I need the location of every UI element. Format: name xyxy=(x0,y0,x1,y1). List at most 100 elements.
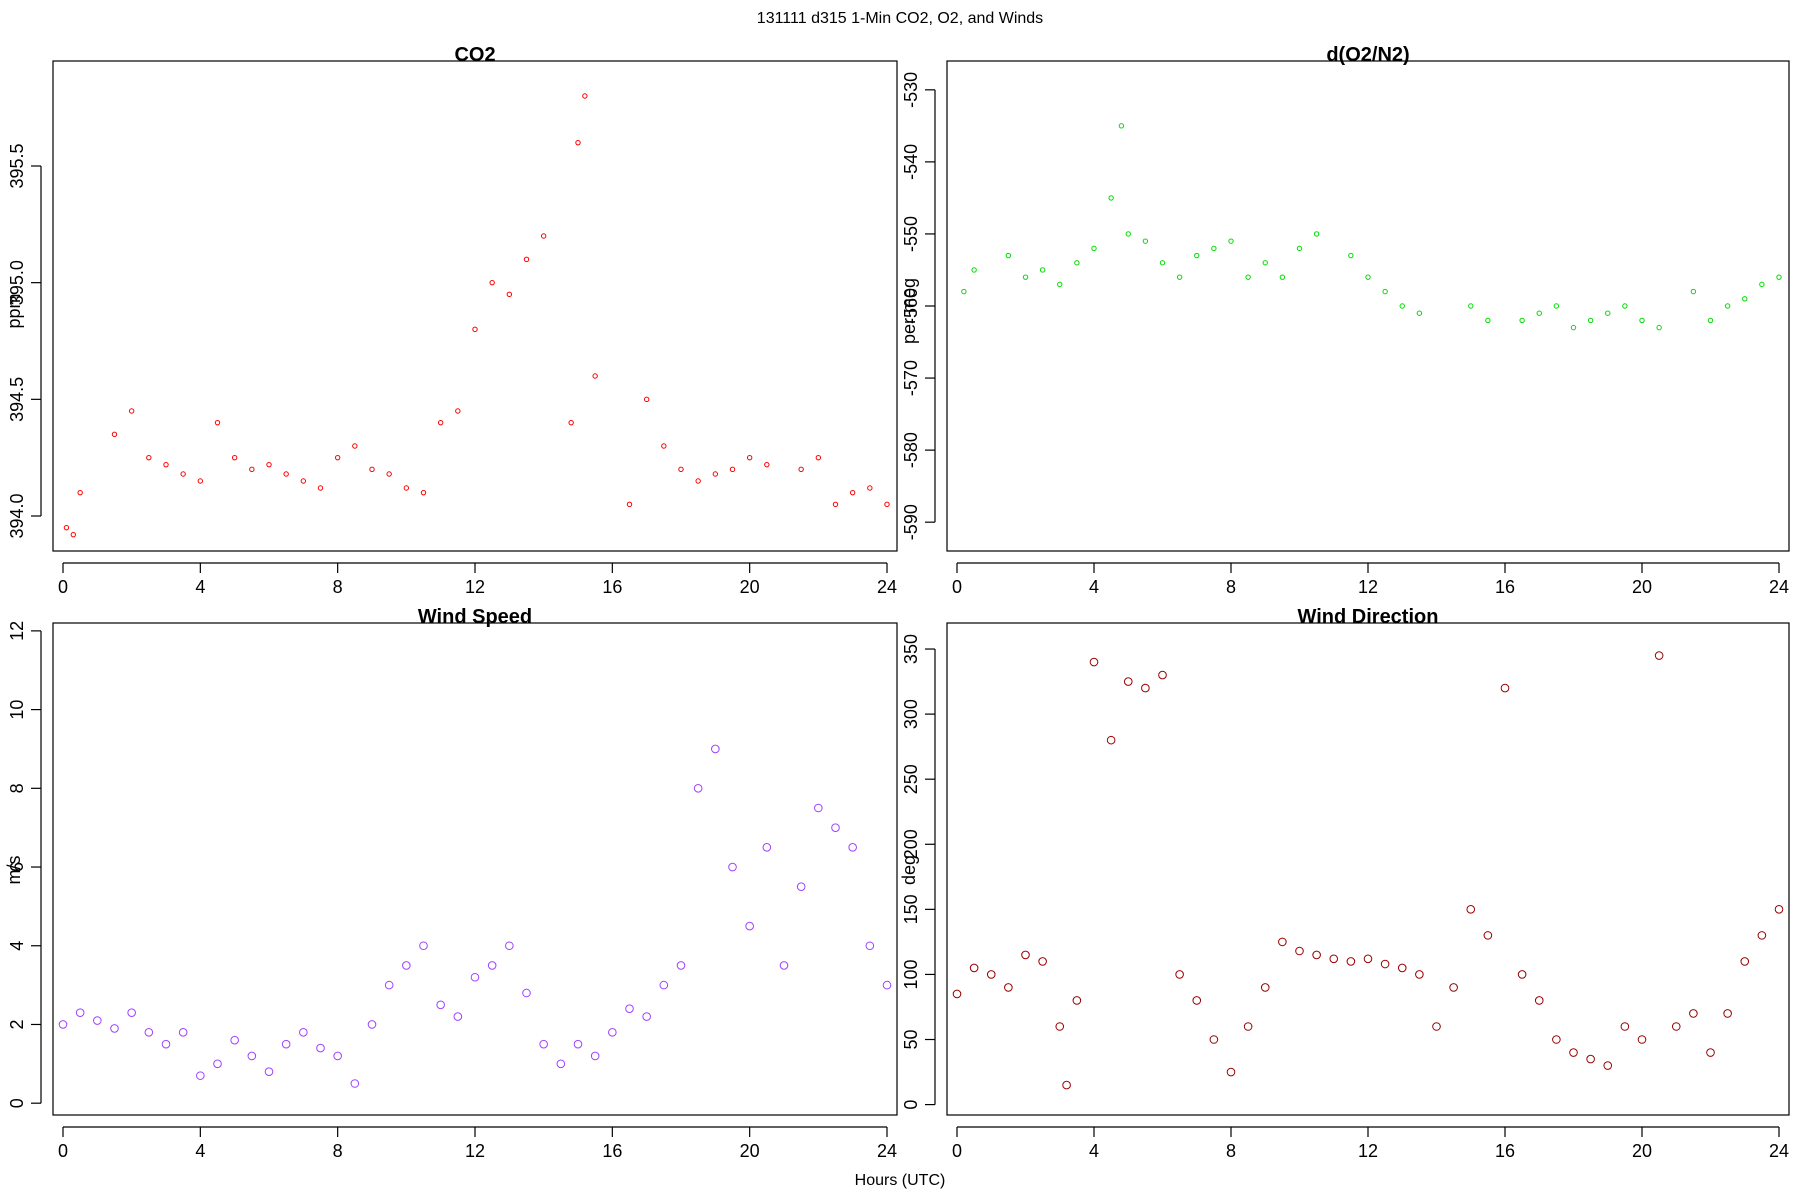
o2-data-point xyxy=(1211,245,1217,252)
co2-data-point xyxy=(849,489,856,496)
ws-data-point xyxy=(693,784,703,793)
co2-x-tick-label: 20 xyxy=(740,577,760,597)
ws-data-point xyxy=(299,1028,308,1037)
co2-y-tick-label: 394.5 xyxy=(7,377,27,422)
ws-data-point xyxy=(608,1028,617,1037)
ws-x-tick-label: 12 xyxy=(465,1141,485,1161)
ws-data-point xyxy=(316,1043,325,1053)
co2-data-point xyxy=(523,256,530,263)
ws-data-point xyxy=(58,1020,68,1029)
wd-data-point xyxy=(1123,677,1133,686)
wd-data-point xyxy=(986,970,996,979)
wd-data-point xyxy=(1415,970,1424,979)
ws-data-point xyxy=(728,862,737,872)
wd-data-point xyxy=(1089,657,1099,667)
o2-ylabel: per meg xyxy=(899,278,919,344)
o2-data-point xyxy=(1587,317,1594,324)
o2-data-point xyxy=(1348,252,1354,259)
o2-data-point xyxy=(1118,123,1125,129)
ws-data-point xyxy=(556,1059,566,1069)
co2-data-point xyxy=(712,471,719,477)
co2-x-tick-label: 12 xyxy=(465,577,485,597)
ws-data-point xyxy=(350,1079,360,1088)
wd-data-point xyxy=(1072,996,1082,1005)
o2-data-point xyxy=(1245,274,1251,280)
wd-data-point xyxy=(1106,735,1116,745)
co2-x-tick-label: 24 xyxy=(877,577,897,597)
ws-data-point xyxy=(762,843,772,852)
co2-data-point xyxy=(369,466,375,473)
wd-x-tick-label: 12 xyxy=(1358,1141,1378,1161)
co2-data-point xyxy=(437,419,444,426)
o2-x-tick-label: 0 xyxy=(952,577,962,597)
co2-data-point xyxy=(63,524,70,531)
o2-data-point xyxy=(971,267,977,273)
wd-data-point xyxy=(1175,970,1184,979)
o2-data-point xyxy=(1176,274,1183,280)
wd-data-point xyxy=(969,963,979,973)
wd-data-point xyxy=(1226,1067,1236,1077)
wd-data-point xyxy=(1038,957,1047,966)
ws-data-point xyxy=(745,921,754,931)
o2-y-tick-label: -570 xyxy=(901,360,921,396)
o2-data-point xyxy=(1759,281,1765,288)
co2-data-point xyxy=(472,326,478,333)
o2-data-point xyxy=(1194,252,1200,259)
co2-data-point xyxy=(420,489,427,496)
wd-data-point xyxy=(1740,957,1750,966)
co2-x-tick-label: 4 xyxy=(195,577,205,597)
wd-data-point xyxy=(1620,1022,1630,1031)
co2-data-point xyxy=(266,461,272,468)
co2-data-point xyxy=(832,501,839,508)
o2-plot-frame xyxy=(946,60,1790,552)
co2-data-point xyxy=(764,461,770,468)
wd-data-point xyxy=(1689,1009,1698,1018)
wd-data-point xyxy=(1260,983,1270,992)
wd-data-point xyxy=(1363,954,1373,964)
o2-data-point xyxy=(1622,303,1628,309)
wd-data-point xyxy=(1466,905,1476,914)
wd-data-point xyxy=(1517,970,1527,979)
co2-panel: CO2 ppm 0 4 8 12 16 20 24 394.0 394.5 395.0 395.5 xyxy=(4,44,898,597)
wd-y-tick-label: 200 xyxy=(901,829,921,859)
co2-y-tick-label: 395.5 xyxy=(7,143,27,188)
wd-x-tick-label: 8 xyxy=(1226,1141,1236,1161)
co2-data-point xyxy=(626,501,633,508)
o2-data-point xyxy=(1279,274,1286,280)
wd-x-tick-label: 16 xyxy=(1495,1141,1515,1161)
o2-x-tick-label: 4 xyxy=(1089,577,1099,597)
co2-data-point xyxy=(77,489,83,496)
ws-x-tick-label: 20 xyxy=(740,1141,760,1161)
wind-speed-panel-title: Wind Speed xyxy=(418,606,532,628)
wd-y-tick-label: 300 xyxy=(901,699,921,729)
wd-y-tick-label: 350 xyxy=(901,634,921,664)
co2-y-tick-label: 394.0 xyxy=(7,493,27,538)
ws-data-point xyxy=(230,1035,239,1045)
co2-data-point xyxy=(352,443,358,449)
o2-data-point xyxy=(1519,317,1525,324)
o2-data-point xyxy=(1724,303,1731,309)
ws-y-tick-label: 4 xyxy=(7,941,27,951)
co2-data-point xyxy=(300,478,307,484)
ws-y-tick-label: 10 xyxy=(7,700,27,720)
wd-data-point xyxy=(1062,1080,1071,1090)
wd-data-point xyxy=(1534,996,1544,1005)
ws-x-tick-label: 4 xyxy=(195,1141,205,1161)
ws-data-point xyxy=(402,961,411,970)
o2-y-tick-label: -580 xyxy=(901,432,921,468)
o2-data-point xyxy=(1142,238,1149,244)
ws-y-tick-label: 12 xyxy=(7,621,27,641)
ws-data-point xyxy=(110,1024,119,1033)
ws-data-point xyxy=(831,823,840,832)
o2-data-point xyxy=(1382,288,1388,295)
wd-plot-frame xyxy=(946,622,1790,1116)
wd-data-point xyxy=(1774,905,1784,914)
ws-data-point xyxy=(779,961,789,970)
wd-data-point xyxy=(1654,651,1664,660)
ws-data-point xyxy=(590,1051,600,1061)
wd-data-point xyxy=(1021,950,1030,960)
co2-data-point xyxy=(489,279,495,286)
co2-data-point xyxy=(582,93,588,99)
co2-plot-frame xyxy=(52,60,898,552)
